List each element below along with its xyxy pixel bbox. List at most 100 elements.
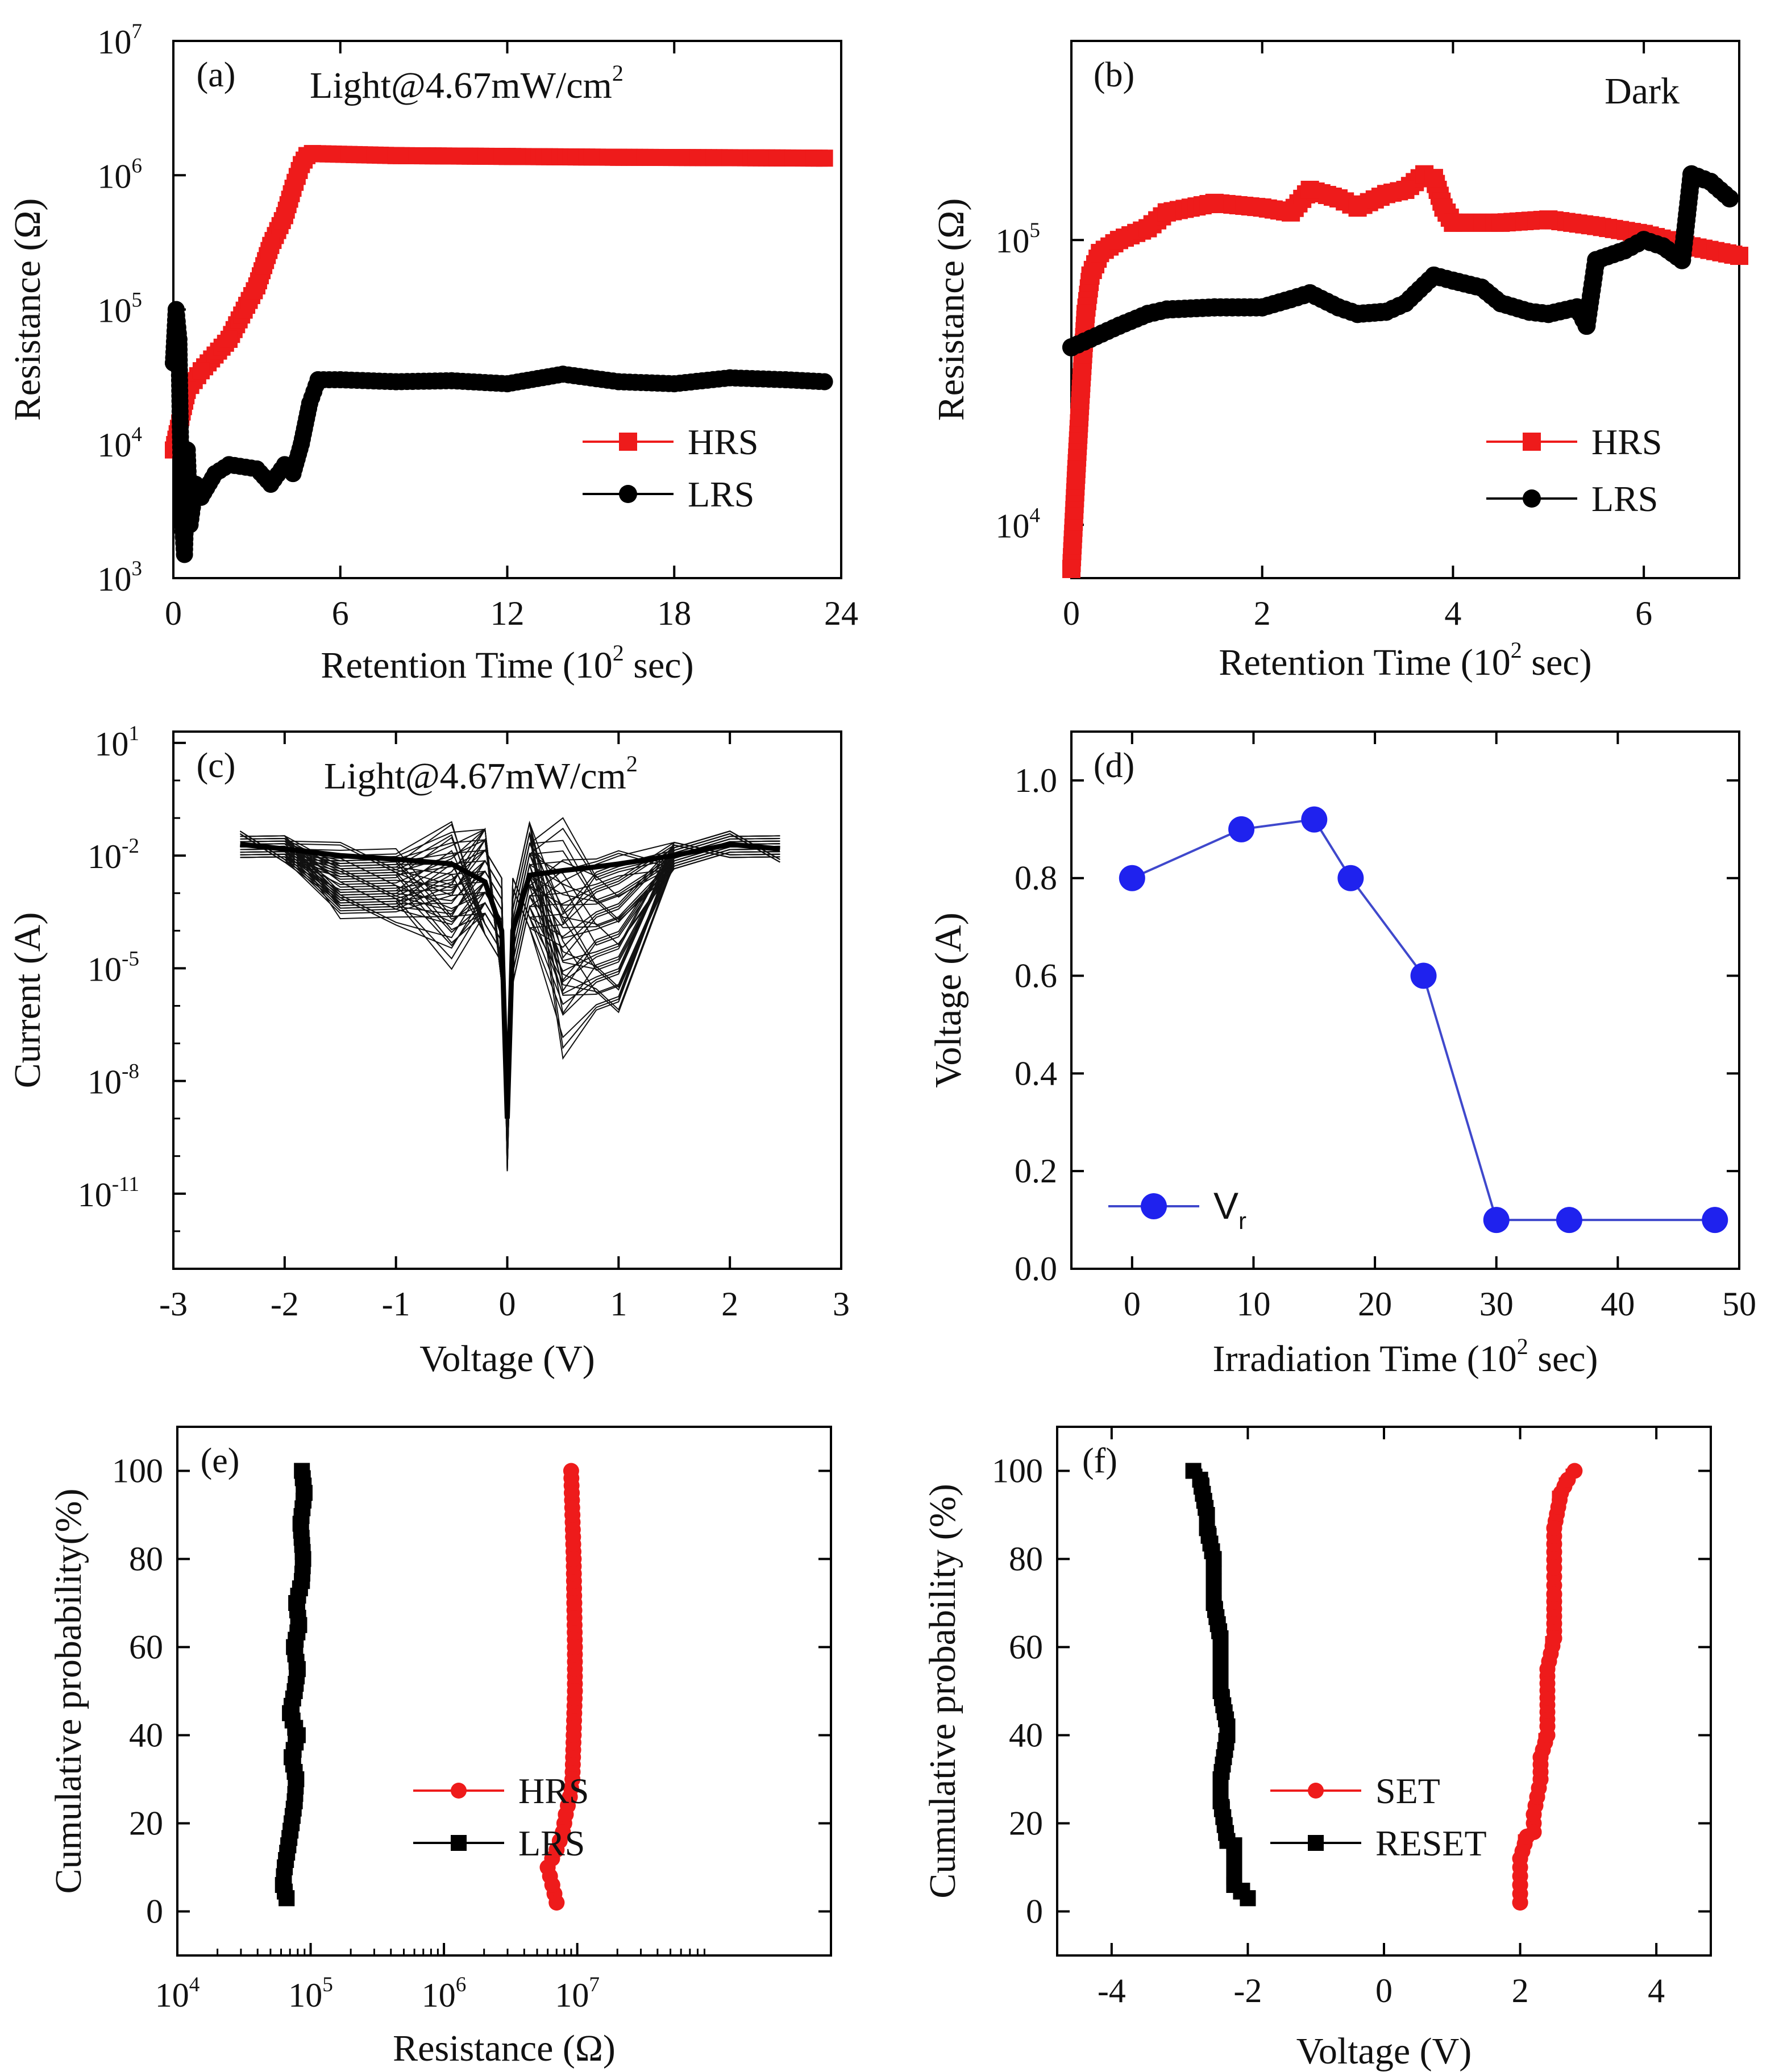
data-point <box>192 362 210 380</box>
plot-frame <box>1070 40 1740 579</box>
x-tick-label: 24 <box>824 595 858 632</box>
series-lrs <box>165 301 833 563</box>
data-point <box>1300 284 1319 302</box>
y-tick-label: 80 <box>129 1540 163 1578</box>
data-point <box>192 488 210 506</box>
chart-title-sup: 2 <box>612 60 624 86</box>
data-point <box>178 441 196 459</box>
legend-label: SET <box>1375 1771 1440 1811</box>
x-tick-label: 0 <box>1375 1972 1393 2009</box>
data-point <box>1546 1560 1562 1576</box>
data-point <box>1491 294 1510 313</box>
plot-frame <box>172 730 842 1270</box>
x-tick-label: 20 <box>1358 1285 1392 1323</box>
data-point <box>1553 1485 1569 1501</box>
y-tick-label: 10-11 <box>78 1173 139 1214</box>
x-axis-title-post: sec) <box>1522 642 1592 683</box>
data-point <box>1568 298 1586 317</box>
y-tick-label-exp: 6 <box>131 154 142 177</box>
y-tick-label-exp: 1 <box>128 722 139 745</box>
data-point <box>292 1515 309 1532</box>
x-axis-title-pre: Irradiation Time (10 <box>1212 1338 1516 1380</box>
data-point <box>289 1727 306 1743</box>
data-point <box>1240 1890 1256 1907</box>
panel-c: (c)-3 -2 -1 0 1 2 310-1110-810-510-2101Light@4… <box>7 722 850 1380</box>
x-tick-label: -3 <box>159 1285 188 1323</box>
legend-marker <box>619 433 637 451</box>
data-point <box>1526 1824 1542 1840</box>
data-point <box>1702 1207 1728 1234</box>
data-point <box>1472 279 1491 297</box>
data-point <box>1219 1833 1236 1849</box>
panel-label: (c) <box>197 746 236 785</box>
data-point <box>548 1895 565 1911</box>
data-point <box>181 516 199 533</box>
data-point <box>282 1705 298 1721</box>
data-point <box>1546 1586 1562 1602</box>
data-point <box>1228 816 1255 842</box>
data-point <box>610 148 627 166</box>
y-tick-label: 104 <box>97 423 142 464</box>
data-point <box>1546 1520 1562 1537</box>
chart-title-main: Light@4.67mW/cm <box>324 755 626 797</box>
data-point <box>165 354 182 372</box>
legend-marker <box>1523 433 1541 451</box>
y-tick-label: 0 <box>1026 1893 1043 1930</box>
x-tick-label-base: 10 <box>155 1977 189 2014</box>
data-point <box>1539 210 1558 229</box>
data-point <box>555 1824 571 1840</box>
data-point <box>206 465 224 483</box>
y-tick-label: 0.8 <box>1015 859 1057 897</box>
legend-label: HRS <box>688 422 759 462</box>
data-point <box>1219 1718 1236 1734</box>
data-point <box>1566 1463 1583 1479</box>
data-point <box>1556 1207 1582 1234</box>
legend-marker <box>1308 1835 1324 1851</box>
data-point <box>721 369 739 387</box>
x-tick-label: 2 <box>721 1285 738 1323</box>
data-point <box>567 1683 583 1699</box>
data-point <box>284 1815 300 1832</box>
legend-label: HRS <box>518 1771 589 1811</box>
y-tick-label-base: 10 <box>97 157 131 195</box>
panel-label: (d) <box>1094 746 1134 785</box>
x-tick-label-base: 10 <box>555 1977 589 2014</box>
data-point <box>1434 198 1453 217</box>
data-point <box>1444 213 1462 232</box>
y-tick-label: 80 <box>1009 1540 1043 1578</box>
chart-title: Light@4.67mW/cm2 <box>310 60 624 106</box>
data-point <box>566 1595 583 1611</box>
data-point <box>286 1683 303 1699</box>
data-point <box>816 373 833 391</box>
data-point <box>387 373 405 391</box>
x-tick-label: 0 <box>499 1285 516 1323</box>
legend-item-reset: RESET <box>1270 1823 1487 1863</box>
legend-marker <box>1308 1783 1324 1799</box>
x-tick-label: -2 <box>1233 1972 1262 2009</box>
series-lrs <box>1062 165 1739 356</box>
data-point <box>167 301 185 318</box>
legend-item-set: SET <box>1270 1771 1440 1811</box>
series-line <box>1132 818 1715 1222</box>
data-point <box>1071 380 1090 398</box>
data-point <box>544 1877 560 1893</box>
panel-a: (a)0 6 12 18 24103104105106107Light@4.67mW/c… <box>7 20 858 686</box>
legend-marker <box>1141 1193 1167 1219</box>
y-tick-label-exp: 5 <box>131 289 142 312</box>
legend-item-hrs: HRS <box>583 422 759 462</box>
data-point <box>1329 298 1348 317</box>
data-point <box>294 1573 310 1589</box>
x-axis-title-post: sec) <box>1528 1338 1598 1380</box>
data-point <box>277 1859 293 1875</box>
data-point <box>1301 806 1328 833</box>
legend-label: HRS <box>1591 422 1662 462</box>
data-point <box>1348 305 1367 323</box>
x-tick-label: 104 <box>155 1973 200 2014</box>
y-tick-label: 20 <box>129 1805 163 1842</box>
x-tick-label: 6 <box>1635 595 1652 632</box>
data-point <box>1587 217 1606 235</box>
iv-cycles <box>239 817 780 1172</box>
data-point <box>1483 1207 1510 1234</box>
data-point <box>1529 1789 1545 1805</box>
data-point <box>1396 294 1415 313</box>
